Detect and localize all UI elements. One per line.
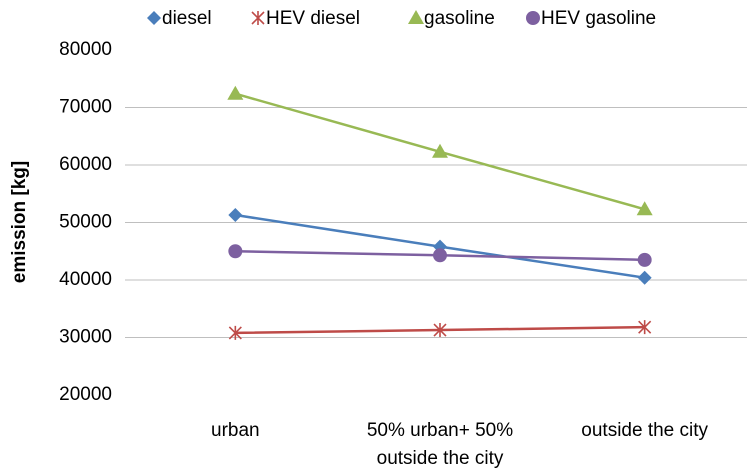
data-point — [637, 252, 652, 267]
x-tick-label: outside the city — [581, 420, 709, 441]
y-tick-label: 50000 — [59, 212, 112, 233]
data-point — [228, 244, 243, 259]
y-tick-label: 20000 — [59, 384, 112, 405]
y-tick-label: 40000 — [59, 269, 112, 290]
legend-marker — [251, 11, 265, 25]
data-point — [228, 208, 243, 223]
y-tick-label: 60000 — [59, 154, 112, 175]
legend-marker — [526, 11, 540, 25]
data-point — [638, 320, 652, 335]
legend-label: HEV diesel — [266, 8, 360, 29]
data-point — [433, 248, 447, 263]
data-point — [227, 85, 244, 100]
legend-label: gasoline — [424, 8, 495, 29]
legend-marker — [147, 11, 161, 25]
legend-label: diesel — [162, 8, 212, 29]
data-point — [636, 201, 653, 216]
y-tick-label: 80000 — [59, 39, 112, 60]
data-point — [433, 323, 447, 338]
y-axis-label: emission [kg] — [9, 161, 30, 283]
y-tick-label: 30000 — [59, 327, 112, 348]
legend-label: HEV gasoline — [541, 8, 656, 29]
x-tick-label: 50% urban+ 50% outside the city — [366, 420, 514, 469]
legend-marker — [408, 10, 424, 24]
data-point — [637, 270, 652, 285]
y-tick-label: 70000 — [59, 97, 112, 118]
x-tick-label: urban — [211, 420, 260, 441]
data-point — [432, 143, 448, 158]
data-point — [228, 325, 242, 340]
